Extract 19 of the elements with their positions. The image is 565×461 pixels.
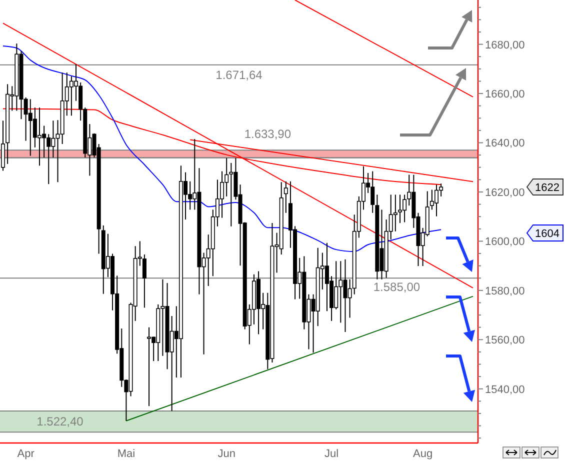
ref-line-label: 1.585,00 xyxy=(373,280,420,294)
y-tick-label: 1680,00 xyxy=(485,39,525,52)
x-tick-label: Apr xyxy=(17,448,35,460)
ref-line-label: 1.633,90 xyxy=(244,126,292,141)
y-tick-label: 1540,00 xyxy=(485,384,525,396)
y-tick-label: 1640,00 xyxy=(485,138,525,150)
ref-line-label: 1.671,64 xyxy=(216,68,263,82)
x-tick-label: Jul xyxy=(324,448,339,460)
y-tick-label: 1620,00 xyxy=(485,186,525,199)
x-tick-label: Jun xyxy=(218,448,236,460)
text: 1622 xyxy=(535,182,560,194)
x-tick-label: Mai xyxy=(117,448,136,460)
y-tick-label: 1580,00 xyxy=(485,285,525,298)
y-tick-label: 1600,00 xyxy=(485,236,525,248)
band-label: 1.522,40 xyxy=(36,414,84,429)
y-tick-label: 1660,00 xyxy=(485,88,525,101)
y-tick-label: 1560,00 xyxy=(485,334,525,347)
text: 1604 xyxy=(535,228,560,240)
x-tick-label: Aug xyxy=(413,448,433,460)
